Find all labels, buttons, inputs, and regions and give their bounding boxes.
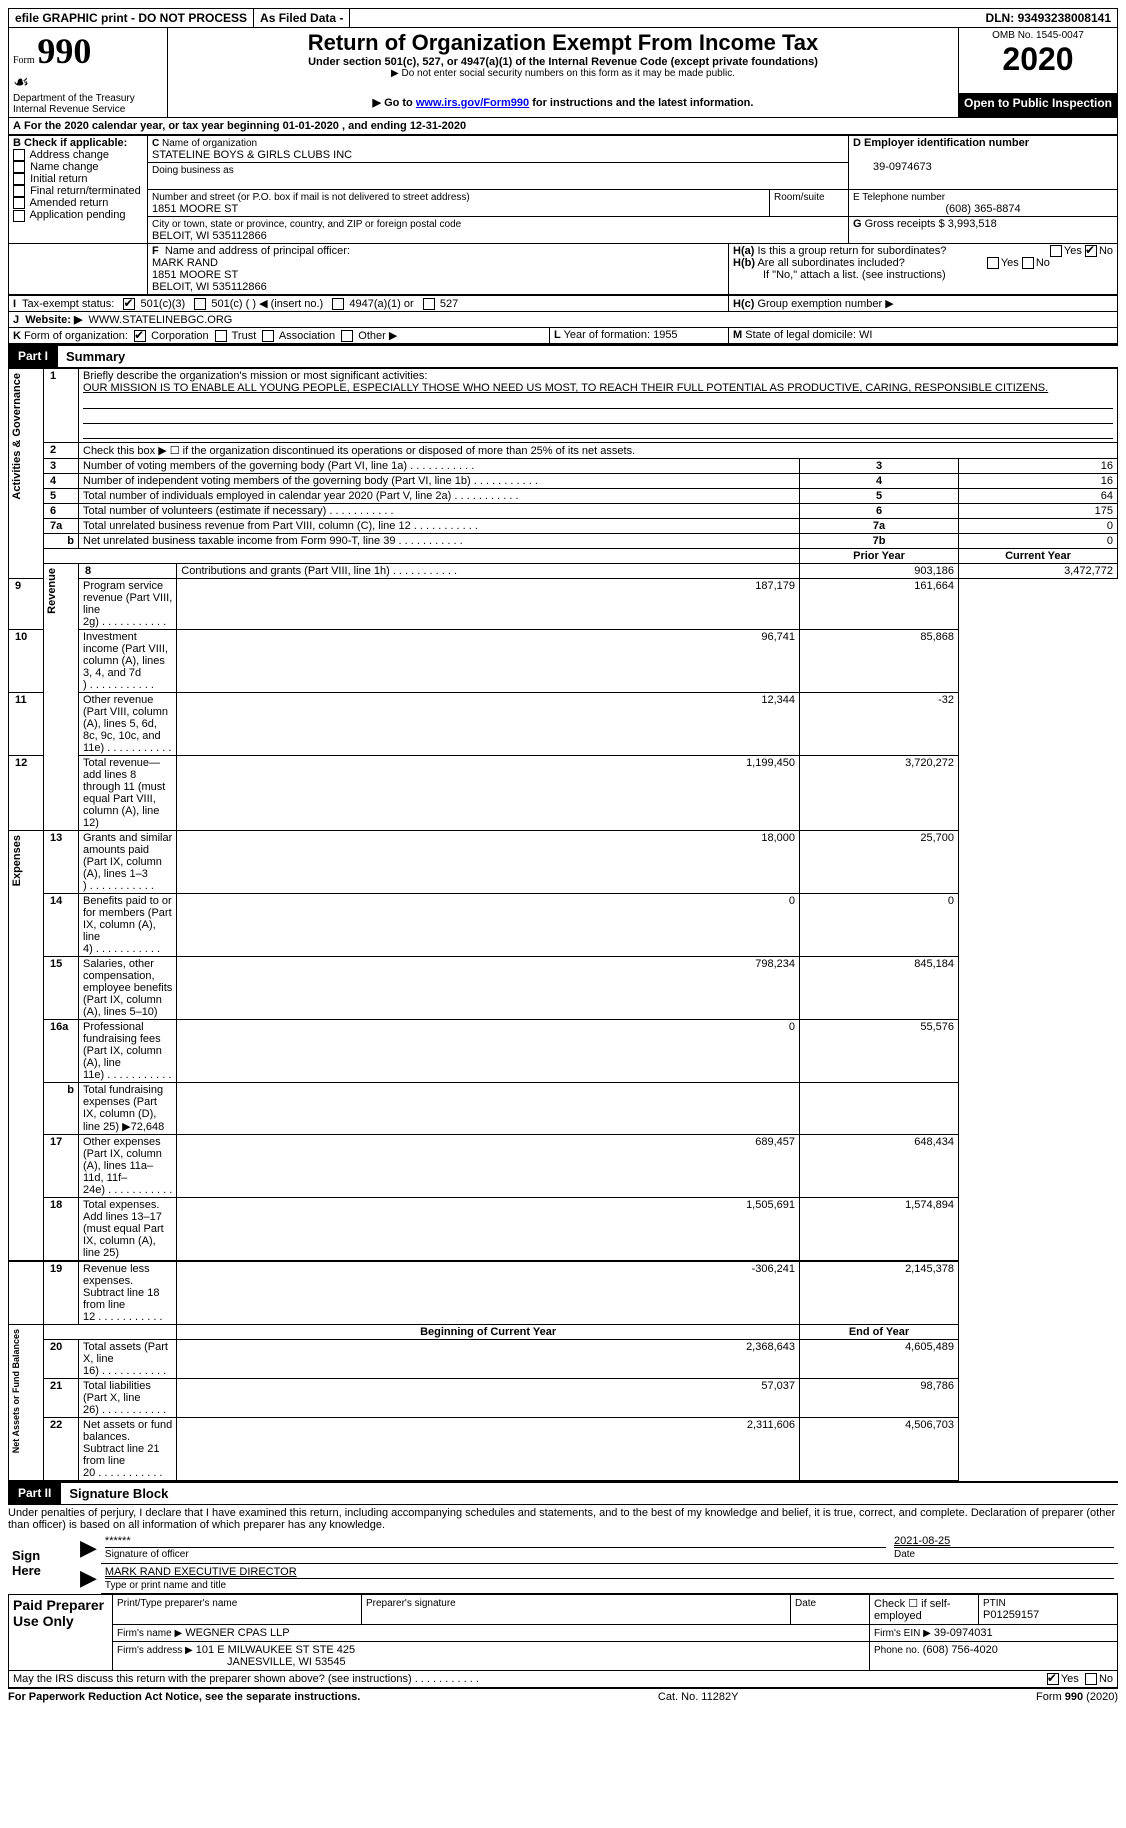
vlabel-activities: Activities & Governance bbox=[9, 369, 25, 504]
street-address: 1851 MOORE ST bbox=[152, 203, 238, 215]
part-1-header: Part I Summary bbox=[8, 344, 1118, 368]
signature-date: 2021-08-25 bbox=[894, 1535, 950, 1547]
form-title: Return of Organization Exempt From Incom… bbox=[172, 30, 954, 56]
phone: (608) 365-8874 bbox=[853, 203, 1113, 215]
discuss-row: May the IRS discuss this return with the… bbox=[8, 1671, 1118, 1688]
efile-top-bar: efile GRAPHIC print - DO NOT PROCESS As … bbox=[8, 8, 1118, 28]
entity-info: B Check if applicable: Address change Na… bbox=[8, 135, 1118, 244]
subtitle-2: ▶ Do not enter social security numbers o… bbox=[172, 68, 954, 79]
ein: 39-0974673 bbox=[853, 161, 932, 173]
check-corporation[interactable] bbox=[134, 330, 146, 342]
efile-label: efile GRAPHIC print - DO NOT PROCESS bbox=[9, 9, 254, 27]
part-2-header: Part II Signature Block bbox=[8, 1481, 1118, 1505]
subtitle-1: Under section 501(c), 527, or 4947(a)(1)… bbox=[172, 56, 954, 68]
tax-year: 2020 bbox=[963, 41, 1113, 78]
dln: DLN: 93493238008141 bbox=[980, 9, 1117, 27]
summary-row-3: 3Number of voting members of the governi… bbox=[9, 459, 1118, 474]
discuss-yes[interactable] bbox=[1047, 1673, 1059, 1685]
website: WWW.STATELINEBGC.ORG bbox=[89, 314, 233, 326]
officer-name-title: MARK RAND EXECUTIVE DIRECTOR bbox=[105, 1566, 297, 1578]
check-amended[interactable] bbox=[13, 197, 25, 209]
check-name-change[interactable] bbox=[13, 161, 25, 173]
open-to-public: Open to Public Inspection bbox=[959, 94, 1118, 118]
status-rows: I Tax-exempt status: 501(c)(3) 501(c) ( … bbox=[8, 295, 1118, 344]
check-initial-return[interactable] bbox=[13, 173, 25, 185]
city-state-zip: BELOIT, WI 535112866 bbox=[152, 230, 267, 242]
form-number: 990 bbox=[37, 31, 91, 71]
group-return-no[interactable] bbox=[1085, 245, 1097, 257]
officer-group-info: F Name and address of principal officer:… bbox=[8, 244, 1118, 295]
check-address-change[interactable] bbox=[13, 149, 25, 161]
signature-section: Sign Here ▶ ****** Signature of officer … bbox=[8, 1533, 1118, 1594]
paid-preparer-section: Paid Preparer Use Only Print/Type prepar… bbox=[8, 1594, 1118, 1671]
irs-link[interactable]: www.irs.gov/Form990 bbox=[416, 97, 529, 109]
row-a: A For the 2020 calendar year, or tax yea… bbox=[8, 118, 1118, 135]
omb: OMB No. 1545-0047 bbox=[963, 30, 1113, 41]
ein-label: D Employer identification number bbox=[853, 137, 1029, 149]
form-header: Form 990 ☙ Department of the Treasury In… bbox=[8, 28, 1118, 118]
discuss-no[interactable] bbox=[1085, 1673, 1097, 1685]
check-501c3[interactable] bbox=[123, 298, 135, 310]
footer: For Paperwork Reduction Act Notice, see … bbox=[8, 1688, 1118, 1703]
perjury-statement: Under penalties of perjury, I declare th… bbox=[8, 1505, 1118, 1533]
firm-name: WEGNER CPAS LLP bbox=[185, 1627, 289, 1639]
gross-receipts: 3,993,518 bbox=[948, 218, 997, 230]
dept-treasury: Department of the Treasury bbox=[13, 93, 163, 104]
irs: Internal Revenue Service bbox=[13, 104, 163, 115]
check-application-pending[interactable] bbox=[13, 210, 25, 222]
summary-table: Activities & Governance 1 Briefly descri… bbox=[8, 368, 1118, 1481]
check-final-return[interactable] bbox=[13, 185, 25, 197]
mission-statement: OUR MISSION IS TO ENABLE ALL YOUNG PEOPL… bbox=[83, 382, 1048, 394]
org-name: STATELINE BOYS & GIRLS CLUBS INC bbox=[152, 149, 352, 161]
form-label: Form bbox=[13, 55, 35, 66]
asfiled-label: As Filed Data - bbox=[254, 9, 350, 27]
